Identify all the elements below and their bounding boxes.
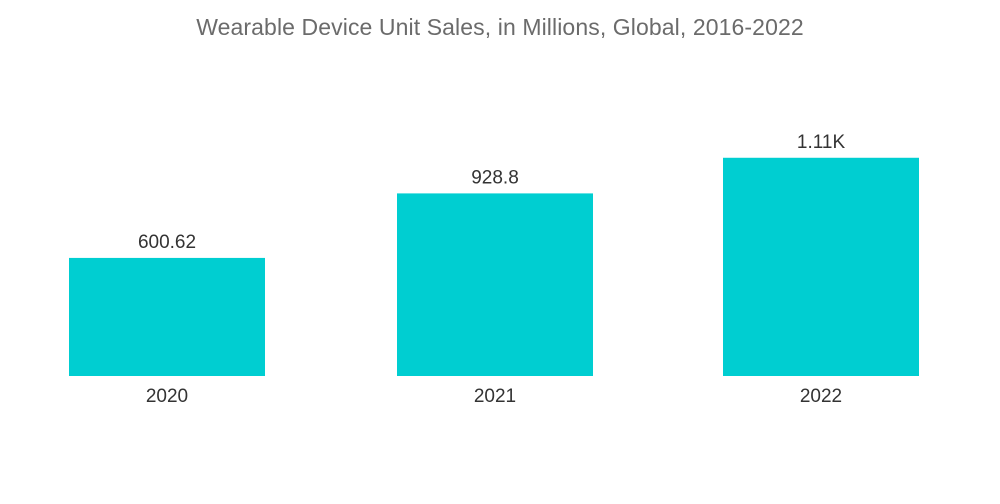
x-tick-label-2020: 2020	[146, 386, 188, 407]
data-label-2022: 1.11K	[797, 132, 846, 153]
x-tick-label-2022: 2022	[800, 386, 842, 407]
chart-title: Wearable Device Unit Sales, in Millions,…	[196, 14, 804, 40]
data-label-2021: 928.8	[471, 167, 519, 188]
data-label-2020: 600.62	[138, 232, 196, 253]
x-tick-label-2021: 2021	[474, 386, 516, 407]
bar-2022	[723, 157, 919, 376]
bar-2021	[397, 193, 593, 376]
bar-2020	[69, 257, 265, 376]
